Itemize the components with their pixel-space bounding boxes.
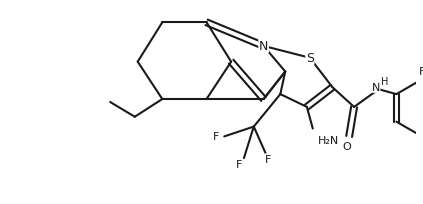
Text: H: H bbox=[381, 77, 388, 87]
Text: F: F bbox=[265, 154, 272, 164]
Text: O: O bbox=[343, 142, 352, 152]
Text: S: S bbox=[306, 52, 314, 65]
Text: H₂N: H₂N bbox=[318, 136, 339, 146]
Text: N: N bbox=[259, 40, 268, 53]
Text: F: F bbox=[236, 159, 242, 169]
Text: F: F bbox=[213, 132, 220, 142]
Text: F: F bbox=[419, 66, 423, 76]
Text: N: N bbox=[371, 83, 380, 93]
